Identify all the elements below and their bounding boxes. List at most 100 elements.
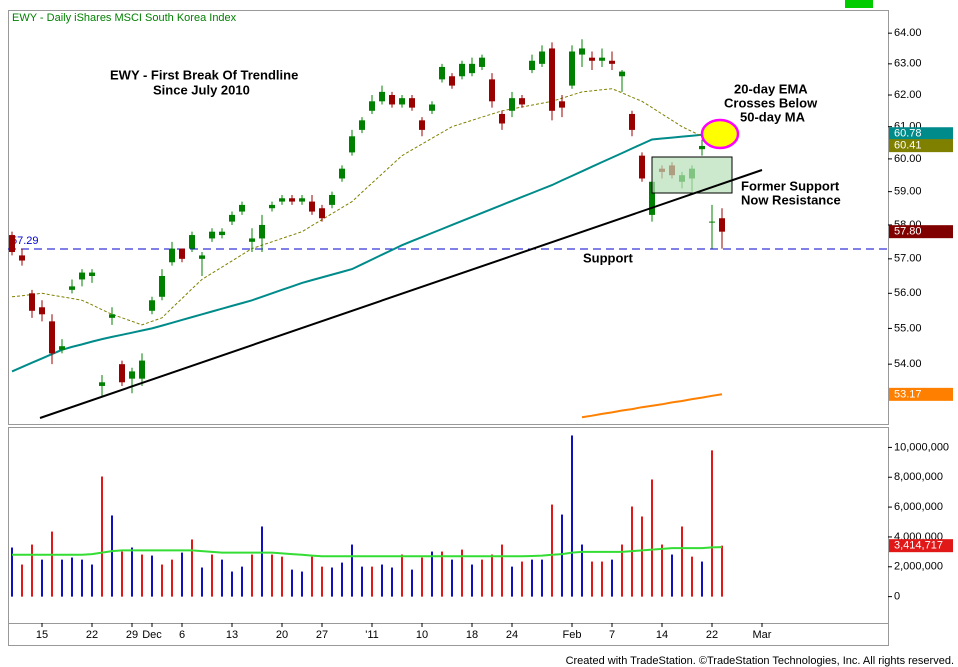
volume-bar: [361, 566, 363, 597]
volume-bar: [51, 531, 53, 597]
volume-bar: [561, 514, 563, 597]
candle-body: [209, 231, 215, 239]
candle-body: [529, 60, 535, 71]
volume-bar: [371, 566, 373, 597]
x-tick-label: 22: [86, 629, 98, 641]
annotation: Support: [583, 250, 633, 265]
y-tick-label: 56.00: [894, 287, 922, 299]
volume-bar: [331, 567, 333, 597]
candle-body: [429, 104, 435, 111]
value-tag-label: 53.17: [894, 388, 922, 400]
x-tick-label: 24: [506, 629, 518, 641]
candle-body: [579, 48, 585, 55]
y-tick-label: 10,000,000: [894, 441, 949, 453]
annotation: Since July 2010: [153, 82, 250, 97]
volume-bar: [101, 476, 103, 597]
y-tick-label: 6,000,000: [894, 501, 943, 513]
candle-body: [489, 79, 495, 102]
candle-body: [289, 198, 295, 202]
volume-bar: [281, 556, 283, 597]
candle-body: [459, 63, 465, 77]
volume-bar: [81, 559, 83, 597]
candle-body: [139, 360, 145, 379]
value-tag: [889, 225, 953, 239]
volume-bar: [471, 564, 473, 597]
y-tick-label: 64.00: [894, 27, 922, 39]
candle-body: [609, 60, 615, 64]
volume-bar: [91, 564, 93, 597]
candle-body: [169, 248, 175, 263]
candle-body: [599, 57, 605, 61]
value-tag-label: 60.78: [894, 128, 922, 140]
candle-body: [389, 95, 395, 105]
volume-bar: [601, 561, 603, 597]
volume-bar: [651, 479, 653, 597]
candle-body: [499, 113, 505, 124]
volume-bar: [181, 552, 183, 597]
candle-body: [719, 218, 725, 232]
candle-body: [229, 214, 235, 222]
indicator-line: [581, 393, 723, 419]
candle-body: [649, 181, 655, 215]
volume-bar: [711, 450, 713, 597]
candle-body: [309, 201, 315, 212]
volume-bar: [551, 504, 553, 597]
y-tick-label: 57.00: [894, 253, 922, 265]
candle-body: [29, 293, 35, 311]
candle-body: [379, 91, 385, 102]
value-tag-label: 3,414,717: [894, 540, 943, 552]
volume-bar: [251, 554, 253, 597]
candle-body: [59, 346, 65, 350]
x-tick-label: 27: [316, 629, 328, 641]
candle-body: [119, 364, 125, 383]
volume-bar: [581, 544, 583, 597]
volume-bar: [31, 544, 33, 597]
volume-bar: [691, 556, 693, 597]
volume-bar: [271, 554, 273, 597]
volume-bar: [591, 561, 593, 597]
volume-bar: [351, 544, 353, 597]
volume-bar: [131, 547, 133, 597]
volume-bar: [541, 559, 543, 597]
volume-bar: [191, 539, 193, 597]
candle-body: [189, 235, 195, 249]
volume-bar: [521, 561, 523, 597]
volume-bar: [161, 564, 163, 597]
candle-body: [639, 155, 645, 179]
value-tag: [889, 139, 953, 153]
candle-body: [569, 51, 575, 86]
candle-body: [339, 168, 345, 179]
volume-bar: [171, 559, 173, 597]
y-tick-label: 0: [894, 591, 900, 603]
status-box: [845, 0, 873, 8]
y-tick-label: 8,000,000: [894, 471, 943, 483]
candle-body: [249, 238, 255, 242]
candle-body: [449, 76, 455, 86]
x-tick-label: Mar: [753, 629, 772, 641]
volume-bar: [301, 571, 303, 597]
candle-body: [469, 63, 475, 74]
y-tick-label: 2,000,000: [894, 561, 943, 573]
x-tick-label: 6: [179, 629, 185, 641]
x-tick-label: 22: [706, 629, 718, 641]
consolidation-box: [651, 156, 733, 194]
volume-bar: [61, 559, 63, 597]
volume-bar: [501, 544, 503, 597]
x-tick-label: 15: [36, 629, 48, 641]
volume-bar: [421, 557, 423, 597]
support-label: 57.29: [11, 235, 39, 247]
y-tick-label: 62.00: [894, 89, 922, 101]
indicator-line: [11, 88, 723, 326]
x-tick-label: 29: [126, 629, 138, 641]
volume-bar: [141, 554, 143, 597]
volume-bar: [311, 556, 313, 597]
volume-bar: [321, 566, 323, 597]
candle-body: [509, 98, 515, 111]
volume-bar: [681, 526, 683, 597]
chart-title: EWY - Daily iShares MSCI South Korea Ind…: [12, 12, 237, 24]
volume-bar: [391, 567, 393, 597]
volume-bar: [291, 569, 293, 597]
volume-bar: [71, 557, 73, 597]
footer: Created with TradeStation. ©TradeStation…: [566, 655, 954, 667]
